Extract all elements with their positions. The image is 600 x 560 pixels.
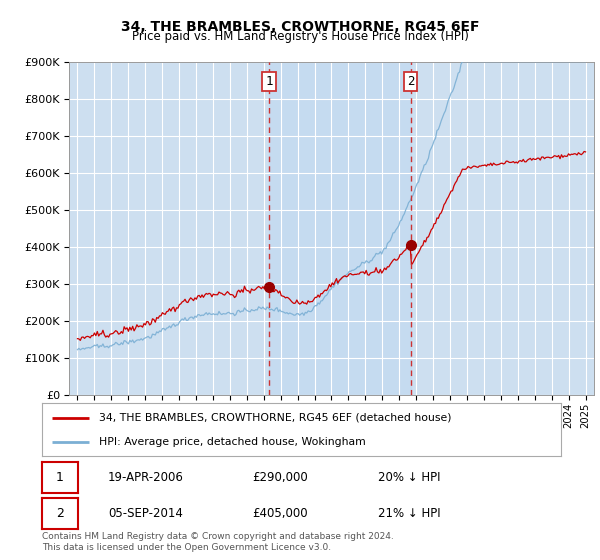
Text: 2: 2 bbox=[407, 75, 415, 88]
Text: 1: 1 bbox=[56, 471, 64, 484]
Text: 05-SEP-2014: 05-SEP-2014 bbox=[108, 507, 183, 520]
Text: £290,000: £290,000 bbox=[252, 471, 308, 484]
Text: 19-APR-2006: 19-APR-2006 bbox=[108, 471, 184, 484]
Text: £405,000: £405,000 bbox=[252, 507, 308, 520]
Text: Contains HM Land Registry data © Crown copyright and database right 2024.
This d: Contains HM Land Registry data © Crown c… bbox=[42, 532, 394, 552]
Text: HPI: Average price, detached house, Wokingham: HPI: Average price, detached house, Woki… bbox=[99, 437, 366, 447]
Text: 34, THE BRAMBLES, CROWTHORNE, RG45 6EF (detached house): 34, THE BRAMBLES, CROWTHORNE, RG45 6EF (… bbox=[99, 413, 452, 423]
Text: 34, THE BRAMBLES, CROWTHORNE, RG45 6EF: 34, THE BRAMBLES, CROWTHORNE, RG45 6EF bbox=[121, 20, 479, 34]
Bar bbox=[269, 62, 410, 395]
Text: 21% ↓ HPI: 21% ↓ HPI bbox=[378, 507, 440, 520]
Text: Price paid vs. HM Land Registry's House Price Index (HPI): Price paid vs. HM Land Registry's House … bbox=[131, 30, 469, 43]
Text: 20% ↓ HPI: 20% ↓ HPI bbox=[378, 471, 440, 484]
Text: 1: 1 bbox=[265, 75, 272, 88]
Text: 2: 2 bbox=[56, 507, 64, 520]
